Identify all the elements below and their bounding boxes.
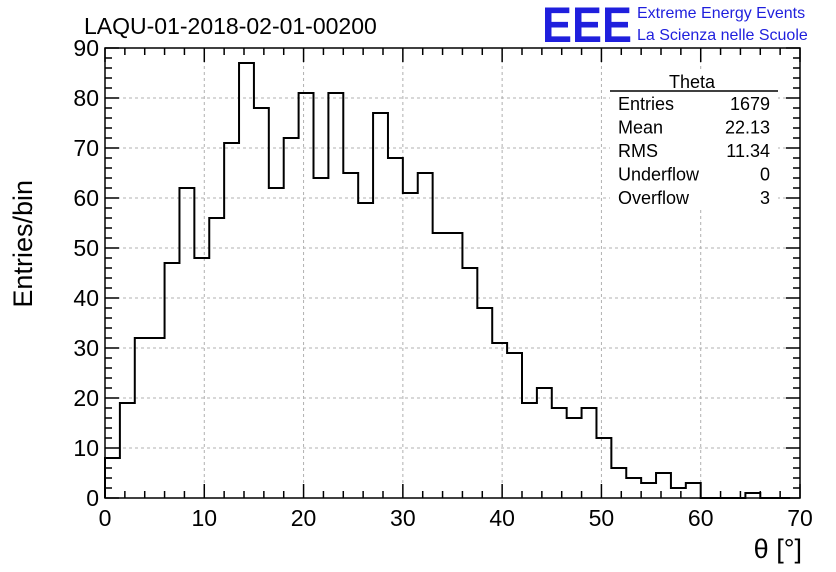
x-tick-label: 10: [191, 505, 217, 531]
x-tick-label: 70: [787, 505, 813, 531]
histogram-bin: [239, 63, 254, 498]
stats-row-label: Mean: [618, 118, 663, 138]
histogram-bin: [299, 93, 314, 498]
histogram-bin: [656, 473, 671, 498]
chart-title: LAQU-01-2018-02-01-00200: [84, 13, 377, 39]
stats-row-label: Overflow: [618, 188, 690, 208]
plot-frame: [104, 47, 801, 499]
axis-ticks: [104, 47, 801, 499]
histogram-bin: [448, 233, 463, 498]
y-tick-label: 30: [73, 335, 99, 361]
y-tick-label: 50: [73, 235, 99, 261]
stats-name: Theta: [669, 72, 716, 92]
histogram-bin: [641, 483, 656, 498]
histogram-bin: [314, 178, 329, 498]
histogram-bin: [254, 108, 269, 498]
histogram-bin: [165, 263, 180, 498]
histogram-bin: [284, 138, 299, 498]
stats-box: Theta Entries 1679 Mean 22.13 RMS 11.34 Underf…: [610, 70, 778, 210]
x-tick-label: 30: [390, 505, 416, 531]
histogram-bin: [626, 478, 641, 498]
histogram-bin: [194, 258, 209, 498]
logo-line-2: La Scienza nelle Scuole: [637, 27, 808, 44]
histogram-bin: [120, 403, 135, 498]
histogram-bin: [403, 193, 418, 498]
histogram-bin: [507, 353, 522, 498]
x-tick-labels: 0 10 20 30 40 50 60 70: [99, 505, 813, 531]
histogram-bin: [209, 218, 224, 498]
histogram-bin: [611, 468, 626, 498]
x-tick-label: 20: [291, 505, 317, 531]
y-axis-title: Entries/bin: [8, 180, 38, 308]
y-tick-label: 20: [73, 385, 99, 411]
histogram-bin: [582, 408, 597, 498]
histogram-bin: [179, 188, 194, 498]
logo-mark: EEE: [542, 0, 632, 53]
histogram-bin: [150, 338, 165, 498]
y-tick-label: 70: [73, 135, 99, 161]
histogram-bin: [671, 488, 686, 498]
histogram-bin: [522, 403, 537, 498]
y-tick-label: 80: [73, 85, 99, 111]
y-tick-label: 60: [73, 185, 99, 211]
stats-row-value: 3: [760, 188, 770, 208]
y-tick-label: 0: [86, 485, 99, 511]
histogram-bin: [135, 338, 150, 498]
histogram-bin: [492, 343, 507, 498]
histogram-bin: [224, 143, 239, 498]
stats-row-label: Underflow: [618, 165, 700, 185]
x-tick-label: 0: [99, 505, 112, 531]
histogram-bin: [433, 233, 448, 498]
x-tick-label: 40: [489, 505, 515, 531]
stats-row-value: 11.34: [726, 141, 770, 161]
stats-row-value: 0: [760, 165, 770, 185]
histogram-bin: [269, 188, 284, 498]
eee-logo: EEE Extreme Energy Events La Scienza nel…: [542, 0, 808, 53]
x-tick-label: 60: [688, 505, 714, 531]
histogram-bin: [596, 438, 611, 498]
histogram-bin: [328, 93, 343, 498]
stats-row-value: 22.13: [725, 118, 770, 138]
y-tick-label: 40: [73, 285, 99, 311]
histogram-bin: [552, 408, 567, 498]
x-axis-title: θ [°]: [754, 534, 802, 564]
y-tick-label: 90: [73, 35, 99, 61]
histogram-bin: [567, 418, 582, 498]
stats-row-label: RMS: [618, 141, 658, 161]
histogram-bin: [462, 268, 477, 498]
histogram-bin: [477, 308, 492, 498]
stats-row-value: 1679: [730, 94, 770, 114]
y-tick-labels: 0 10 20 30 40 50 60 70 80 90: [73, 35, 99, 511]
histogram-bin: [537, 388, 552, 498]
histogram-bin: [373, 113, 388, 498]
stats-row-label: Entries: [618, 94, 674, 114]
histogram-bin: [358, 203, 373, 498]
histogram-bin: [686, 483, 701, 498]
y-tick-label: 10: [73, 435, 99, 461]
histogram-bin: [388, 158, 403, 498]
histogram-bin: [418, 173, 433, 498]
histogram-outline: [104, 62, 791, 499]
x-tick-label: 50: [589, 505, 615, 531]
logo-line-1: Extreme Energy Events: [637, 5, 805, 22]
histogram-bin: [343, 173, 358, 498]
